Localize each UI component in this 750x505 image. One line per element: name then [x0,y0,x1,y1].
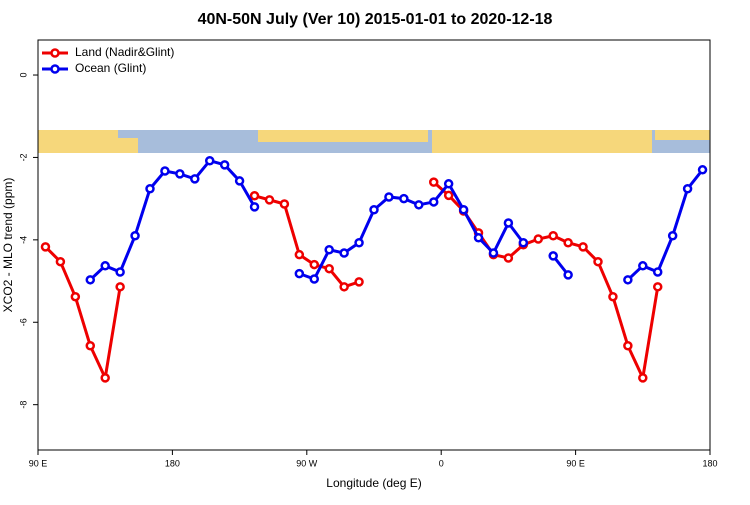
data-point [234,176,245,186]
x-tick-label: 90 W [296,458,318,468]
y-tick-label: -6 [18,318,28,326]
data-point [563,237,573,248]
data-point [175,169,185,179]
data-point [638,261,648,271]
data-point [115,282,125,292]
data-point [294,249,305,260]
data-point [354,237,364,248]
data-point [682,184,693,194]
data-point [279,199,290,209]
data-point [578,242,588,252]
data-point [309,274,320,284]
y-axis-label: XCO2 - MLO trend (ppm) [1,178,15,313]
chart-title: 40N-50N July (Ver 10) 2015-01-01 to 2020… [198,11,553,28]
data-point [309,259,320,270]
data-point [100,261,110,271]
data-point [563,270,573,280]
data-point [518,237,529,248]
map-strip [38,130,710,153]
data-point [652,267,663,277]
x-tick-label: 0 [439,458,444,468]
data-point [145,184,155,194]
data-point [249,202,260,212]
data-point [190,174,200,184]
data-point [249,191,260,201]
x-axis-label: Longitude (deg E) [326,476,421,490]
data-point [115,267,125,277]
data-point [548,251,558,261]
data-point [443,179,454,189]
data-point [473,233,484,243]
data-point [414,200,424,210]
x-tick-label: 180 [165,458,180,468]
data-point [503,218,514,228]
data-point [428,177,439,187]
data-point [204,155,215,166]
x-tick-label: 180 [702,458,717,468]
data-point [667,230,678,241]
data-point [593,256,603,267]
data-point [40,242,51,252]
series-line [254,194,360,289]
data-point [85,275,96,285]
data-point [354,277,364,287]
series-line [89,159,256,281]
x-tick-label: 90 E [29,458,48,468]
data-point [638,373,648,383]
legend-label: Ocean (Glint) [75,61,146,75]
data-point [264,195,275,205]
data-point [652,282,663,292]
data-point [219,160,230,170]
data-point [488,248,499,258]
data-point [339,282,349,292]
data-point [697,165,708,175]
data-point [100,373,110,383]
series-line [298,181,525,281]
data-point [324,263,334,274]
data-point [70,291,81,302]
y-tick-label: -2 [18,153,28,161]
y-tick-label: -8 [18,401,28,409]
data-point [608,291,618,302]
x-tick-label: 90 E [566,458,585,468]
data-point [160,166,170,176]
data-point [339,248,349,258]
data-point [130,230,140,241]
data-point [458,205,469,215]
data-point [369,205,379,215]
plot-frame [37,39,711,451]
legend-marker [50,64,60,74]
data-point [623,340,633,351]
data-point [399,193,409,204]
data-point [503,253,514,263]
y-tick-label: 0 [18,73,28,78]
data-point [533,234,544,244]
data-point [324,244,334,255]
y-tick-label: -4 [18,236,28,244]
data-point [428,197,439,207]
data-point [623,275,633,285]
legend-marker [50,48,60,58]
data-point [294,268,305,279]
legend-label: Land (Nadir&Glint) [75,45,174,59]
data-point [85,340,96,351]
data-point [548,230,558,241]
data-point [55,256,66,267]
data-point [443,190,454,201]
data-point [384,192,394,202]
